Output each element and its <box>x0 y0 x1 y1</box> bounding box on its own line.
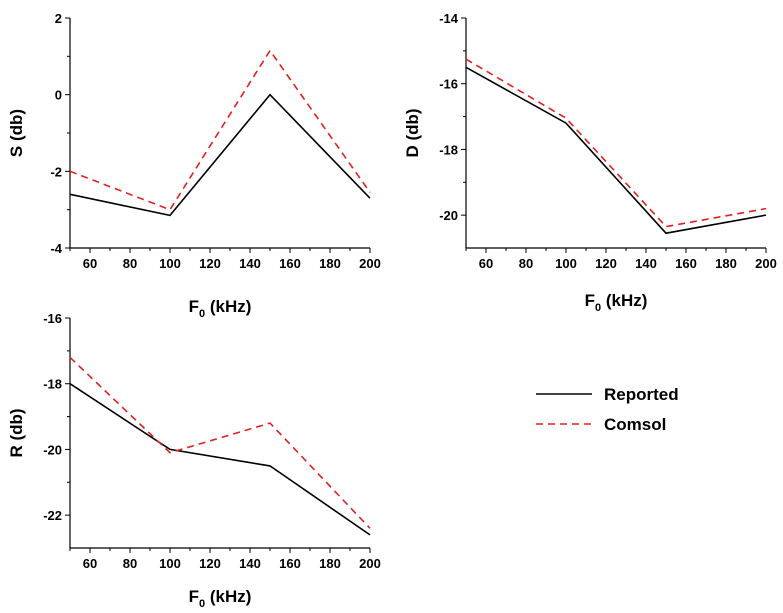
x-tick-label: 140 <box>635 256 657 271</box>
x-tick-label: 120 <box>199 256 221 271</box>
x-tick-label: 180 <box>319 556 341 571</box>
series-line-comsol <box>465 58 767 228</box>
y-tick-label: -2 <box>50 164 62 179</box>
y-tick-label: -16 <box>439 77 458 92</box>
chart-r: 60 80 100 120 140 160 180 200 -22 -20 -18 -16 R (db)… <box>7 311 381 610</box>
x-tick-label: 100 <box>555 256 577 271</box>
x-tick-label: 60 <box>83 256 97 271</box>
y-tick-label: -16 <box>43 311 62 326</box>
x-tick-label: 140 <box>239 256 261 271</box>
x-tick-label: 200 <box>359 256 381 271</box>
x-tick-label: 80 <box>123 256 137 271</box>
chart-s: 60 80 100 120 140 160 180 200 -4 -2 0 2 S (db) F0 (kH… <box>7 11 381 320</box>
x-axis-label: F0 (kHz) <box>189 297 252 320</box>
x-tick-label: 80 <box>123 556 137 571</box>
series-line-comsol <box>69 356 371 529</box>
y-tick-label: -18 <box>43 377 62 392</box>
y-tick-label: -20 <box>439 208 458 223</box>
y-tick-label: -20 <box>43 442 62 457</box>
x-axis-label: F0 (kHz) <box>585 291 648 314</box>
x-tick-label: 120 <box>199 556 221 571</box>
series-line-comsol <box>69 49 371 211</box>
y-tick-label: 0 <box>55 88 62 103</box>
x-axis-label: F0 (kHz) <box>189 587 252 608</box>
x-tick-label: 80 <box>519 256 533 271</box>
x-tick-label: 200 <box>359 556 381 571</box>
x-tick-label: 140 <box>239 556 261 571</box>
x-tick-label: 160 <box>279 556 301 571</box>
y-axis-label: R (db) <box>7 408 26 457</box>
y-tick-label: -18 <box>439 142 458 157</box>
series-line-reported <box>465 66 767 235</box>
x-tick-label: 180 <box>715 256 737 271</box>
x-tick-label: 100 <box>159 556 181 571</box>
x-tick-label: 100 <box>159 256 181 271</box>
x-tick-label: 120 <box>595 256 617 271</box>
x-tick-label: 160 <box>675 256 697 271</box>
y-axis-label: D (db) <box>403 108 422 157</box>
legend-label-comsol: Comsol <box>604 415 666 434</box>
y-tick-label: 2 <box>55 11 62 26</box>
legend: Reported Comsol <box>536 385 679 434</box>
legend-label-reported: Reported <box>604 385 679 404</box>
x-tick-label: 60 <box>479 256 493 271</box>
x-tick-label: 180 <box>319 256 341 271</box>
series-line-reported <box>69 383 371 536</box>
y-axis-label: S (db) <box>7 109 26 157</box>
x-tick-label: 60 <box>83 556 97 571</box>
y-tick-label: -22 <box>43 508 62 523</box>
x-tick-label: 160 <box>279 256 301 271</box>
chart-d: 60 80 100 120 140 160 180 200 -20 -18 -16 -14 D (db)… <box>403 11 777 314</box>
y-tick-label: -14 <box>439 11 459 26</box>
series-line-reported <box>69 93 371 217</box>
x-tick-label: 200 <box>755 256 777 271</box>
y-tick-label: -4 <box>50 241 62 256</box>
